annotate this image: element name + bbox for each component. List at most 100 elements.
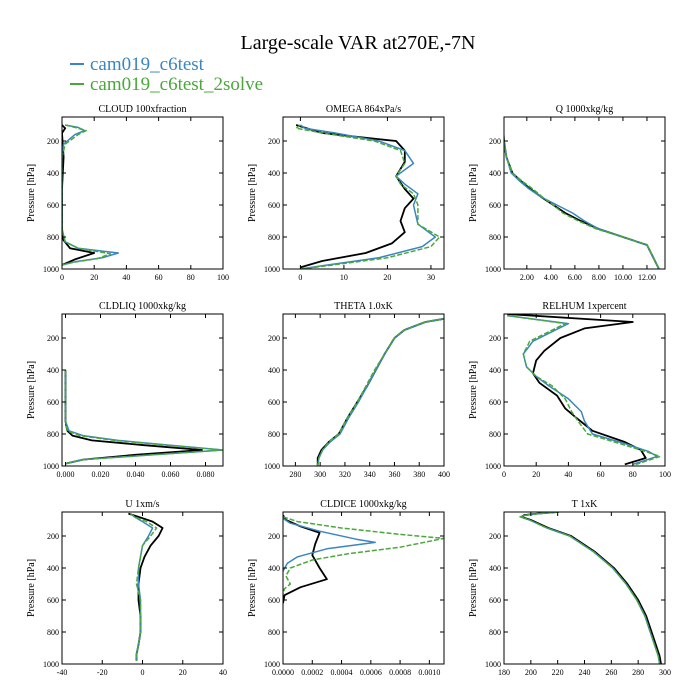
series-line-cam019_c6test [129,513,154,661]
figure-title: Large-scale VAR at270E,-7N [241,32,476,54]
panel-title: Q 1000xkg/kg [556,104,614,115]
plot-frame [61,313,224,467]
plot-frame [503,511,666,665]
x-tick-label: 20 [90,273,98,282]
x-tick-label: 100 [659,470,671,479]
x-tick-label: 0.0010 [418,668,440,677]
y-tick-label: 600 [268,201,280,210]
x-tick-label: 380 [413,470,425,479]
y-tick-label: 400 [268,169,280,178]
y-tick-label: 600 [268,398,280,407]
legend: cam019_c6test cam019_c6test_2solve [70,54,263,95]
x-tick-label: 20 [532,470,540,479]
panel-title: CLDICE 1000xkg/kg [320,499,406,510]
series-line-obs [295,124,415,269]
x-tick-label: 260 [605,668,617,677]
x-tick-label: 360 [388,470,400,479]
y-tick-label: 400 [47,169,59,178]
x-tick-label: 240 [579,668,591,677]
y-tick-label: 200 [47,334,59,343]
panel-5: RELHUM 1xpercent Pressure [hPa] 0 20 40 60 80 1… [468,301,671,479]
x-tick-label: 280 [289,470,301,479]
panel-1: OMEGA 864xPa/s Pressure [hPa] 0 10 20 30 200 40… [247,104,445,282]
y-tick-label: 600 [489,201,501,210]
x-tick-label: 0.080 [197,470,215,479]
plot-frame [503,313,666,467]
x-tick-label: 0.0002 [301,668,323,677]
y-tick-label: 1000 [264,660,280,669]
y-axis-label: Pressure [hPa] [26,361,37,419]
panel-title: THETA 1.0xK [334,301,393,312]
y-tick-label: 200 [268,334,280,343]
x-tick-label: 0 [141,668,145,677]
y-axis-label: Pressure [hPa] [468,361,479,419]
x-tick-label: 400 [438,470,450,479]
series-line-obs [64,370,203,465]
y-tick-label: 200 [268,137,280,146]
x-tick-label: 200 [525,668,537,677]
x-tick-label: 100 [217,273,229,282]
panel-title: U 1xm/s [125,499,159,510]
panel-7: CLDICE 1000xkg/kg Pressure [hPa] 0.0000 0.0… [247,499,445,677]
panel-2: Q 1000xkg/kg Pressure [hPa] 2.00 4.00 6.00 8.… [468,104,666,282]
series-line-cam019_c6test_2solve [316,318,444,466]
x-tick-label: 10.00 [614,273,632,282]
y-tick-label: 400 [489,564,501,573]
y-axis-label: Pressure [hPa] [247,164,258,222]
series-line-cam019_c6test_2solve [62,124,112,266]
y-tick-label: 1000 [43,265,59,274]
legend-label-c6test-2solve: cam019_c6test_2solve [90,74,263,95]
x-tick-label: 4.00 [544,273,558,282]
x-tick-label: 0 [502,470,506,479]
y-tick-label: 800 [47,628,59,637]
x-tick-label: 8.00 [592,273,606,282]
series-line-cam019_c6test [283,517,376,572]
series-line-cam019_c6test [299,124,437,269]
series-line-cam019_c6test [519,512,661,664]
y-tick-label: 1000 [485,265,501,274]
x-tick-label: 300 [659,668,671,677]
y-tick-label: 400 [268,564,280,573]
y-tick-label: 800 [489,233,501,242]
y-tick-label: 1000 [485,462,501,471]
series-line-cam019_c6test_2solve [129,513,158,661]
x-tick-label: 60 [155,273,163,282]
y-tick-label: 200 [489,137,501,146]
series-line-obs [507,314,647,466]
y-tick-label: 200 [47,137,59,146]
y-tick-label: 400 [489,169,501,178]
x-tick-label: -40 [57,668,68,677]
plot-frame [61,116,224,270]
series-line-cam019_c6test_2solve [507,314,661,466]
x-tick-label: 0 [298,273,302,282]
x-tick-label: 30 [427,273,435,282]
x-tick-label: -20 [97,668,108,677]
y-tick-label: 600 [47,201,59,210]
plot-frame [282,313,445,467]
series-line-cam019_c6test [507,314,658,466]
y-tick-label: 200 [489,334,501,343]
series-line-cam019_c6test_2solve [504,128,660,269]
y-tick-label: 400 [268,366,280,375]
y-tick-label: 200 [268,532,280,541]
x-tick-label: 300 [314,470,326,479]
x-tick-label: 340 [364,470,376,479]
x-tick-label: 0.0008 [389,668,411,677]
series-line-cam019_c6test [316,318,444,466]
series-line-cam019_c6test_2solve [295,124,441,269]
x-tick-label: 60 [597,470,605,479]
series-line-cam019_c6test [504,128,660,269]
x-tick-label: 180 [498,668,510,677]
y-tick-label: 1000 [485,660,501,669]
x-tick-label: 0.040 [127,470,145,479]
series-line-cam019_c6test_2solve [519,512,661,664]
plot-frame [61,511,224,665]
x-tick-label: 20 [383,273,391,282]
legend-label-c6test: cam019_c6test [90,54,205,75]
panel-title: T 1xK [572,499,598,510]
y-tick-label: 800 [489,628,501,637]
x-tick-label: 0 [60,273,64,282]
series-line-obs [520,512,662,664]
y-tick-label: 1000 [43,660,59,669]
